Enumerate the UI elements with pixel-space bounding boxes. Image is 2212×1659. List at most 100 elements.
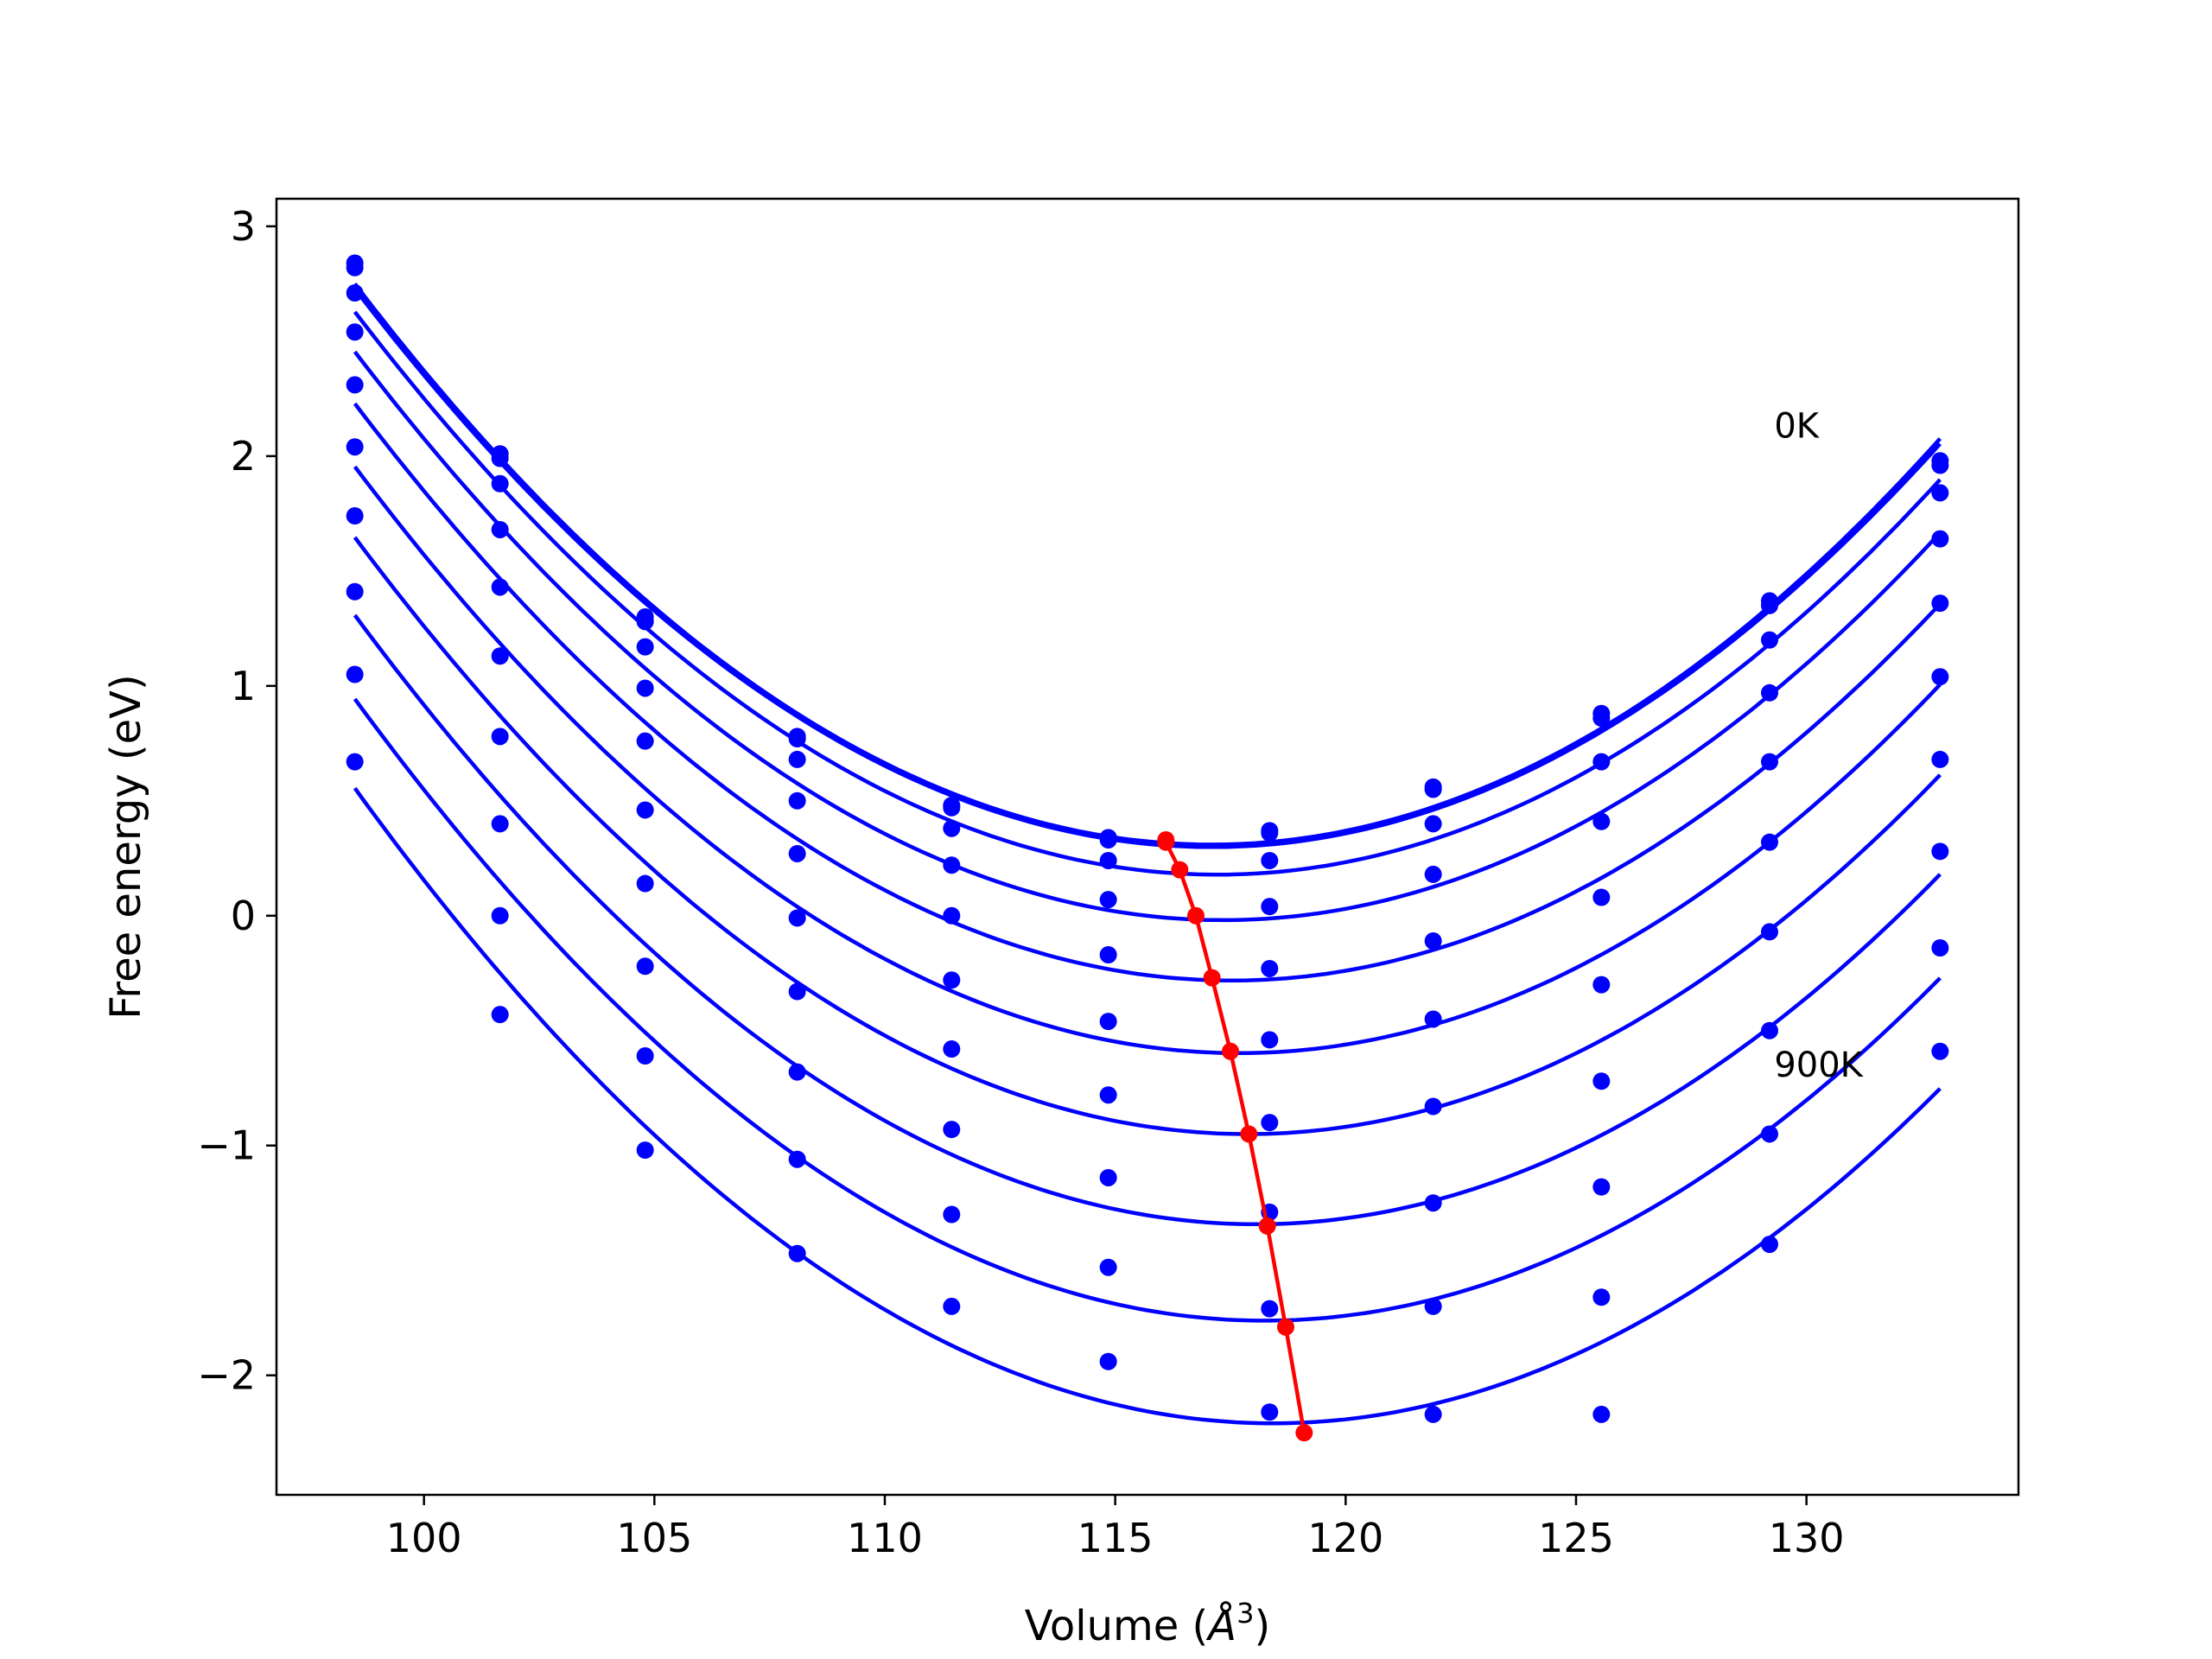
- data-point: [346, 284, 364, 302]
- data-point: [1931, 668, 1949, 686]
- data-point: [1424, 1297, 1442, 1315]
- data-point: [943, 1040, 961, 1058]
- data-point: [1761, 1021, 1778, 1039]
- fit-curve: [353, 287, 1942, 849]
- data-point: [1761, 631, 1778, 649]
- data-point: [1931, 594, 1949, 613]
- data-point: [788, 791, 806, 810]
- data-point: [1761, 1236, 1778, 1254]
- data-point: [1424, 815, 1442, 833]
- data-point: [788, 730, 806, 747]
- plot-frame: [275, 197, 2020, 1497]
- annotations: 0K 900K: [1774, 407, 1864, 1085]
- data-point: [1099, 1352, 1117, 1370]
- data-point: [943, 906, 961, 925]
- data-point: [1761, 833, 1778, 851]
- data-point: [1931, 1042, 1949, 1060]
- y-tick-label: 2: [231, 433, 256, 480]
- y-tick-label: 0: [231, 893, 256, 939]
- data-point: [943, 1297, 961, 1315]
- fit-curve: [353, 697, 1942, 1323]
- fit-curve: [353, 402, 1942, 982]
- data-point: [1099, 891, 1117, 909]
- data-point: [1099, 831, 1117, 849]
- data-point: [1099, 946, 1117, 963]
- data-point: [1424, 1194, 1442, 1212]
- temperature-annotation: 0K: [1774, 407, 1820, 447]
- data-point: [1761, 923, 1778, 941]
- x-tick-label: 130: [1769, 1515, 1845, 1561]
- minima-line: [1157, 831, 1313, 1442]
- data-point: [943, 819, 961, 837]
- fit-curve: [353, 465, 1942, 1056]
- data-point: [491, 728, 509, 746]
- data-point: [1592, 888, 1611, 906]
- data-point: [1592, 1405, 1611, 1423]
- data-point: [1099, 1168, 1117, 1186]
- data-point: [1424, 932, 1442, 950]
- data-point: [491, 647, 509, 665]
- data-point: [1261, 1403, 1279, 1421]
- data-point: [788, 1244, 806, 1262]
- fit-curve: [353, 613, 1942, 1227]
- data-point: [1424, 1405, 1442, 1423]
- data-point: [1099, 1258, 1117, 1276]
- minimum-point: [1157, 833, 1175, 851]
- minimum-point: [1295, 1424, 1313, 1442]
- data-point: [636, 1047, 654, 1065]
- data-point: [1592, 1178, 1611, 1196]
- data-point: [636, 638, 654, 656]
- data-point: [943, 1205, 961, 1224]
- data-point: [1931, 842, 1949, 861]
- data-point: [1931, 750, 1949, 768]
- data-point: [1261, 1031, 1279, 1049]
- minimum-point: [1222, 1042, 1239, 1060]
- data-point: [1592, 709, 1611, 728]
- data-point: [1424, 1097, 1442, 1116]
- data-point: [943, 856, 961, 874]
- data-point: [1761, 596, 1778, 614]
- minimum-point: [1187, 906, 1205, 925]
- data-point: [1761, 683, 1778, 702]
- data-point: [1931, 939, 1949, 957]
- data-point: [788, 844, 806, 862]
- x-tick-label: 110: [847, 1515, 923, 1561]
- y-axis-label: Free energy (eV): [102, 674, 150, 1019]
- x-tick-label: 115: [1077, 1515, 1154, 1561]
- data-point: [1261, 898, 1279, 916]
- data-point: [1761, 753, 1778, 771]
- data-point: [1424, 780, 1442, 798]
- data-point: [346, 665, 364, 683]
- data-point: [346, 376, 364, 394]
- minimum-point: [1258, 1217, 1276, 1235]
- temperature-annotation: 900K: [1774, 1046, 1864, 1085]
- data-point: [1931, 530, 1949, 548]
- data-point: [1761, 1125, 1778, 1143]
- data-point: [346, 582, 364, 601]
- x-tick-label: 120: [1307, 1515, 1383, 1561]
- data-point: [1261, 1114, 1279, 1132]
- data-point: [636, 732, 654, 750]
- data-point: [788, 982, 806, 1001]
- data-point: [943, 798, 961, 817]
- data-point: [1592, 812, 1611, 830]
- fit-curve: [353, 786, 1942, 1426]
- data-point: [636, 801, 654, 819]
- minimum-point: [1203, 969, 1221, 987]
- data-point: [1099, 1086, 1117, 1104]
- data-point: [1099, 851, 1117, 869]
- data-point: [346, 323, 364, 341]
- y-axis-ticks: −2 −1 0 1 2 3: [197, 203, 276, 1399]
- x-tick-label: 105: [616, 1515, 692, 1561]
- data-point: [1592, 976, 1611, 994]
- minimum-point: [1171, 861, 1189, 879]
- data-point: [346, 258, 364, 276]
- data-point: [1424, 865, 1442, 883]
- data-point: [346, 507, 364, 525]
- x-axis-ticks: 100 105 110 115 120 125 130: [386, 1495, 1845, 1561]
- data-point: [1592, 1288, 1611, 1306]
- minimum-point: [1277, 1318, 1294, 1336]
- data-point: [1261, 851, 1279, 869]
- data-point: [491, 815, 509, 833]
